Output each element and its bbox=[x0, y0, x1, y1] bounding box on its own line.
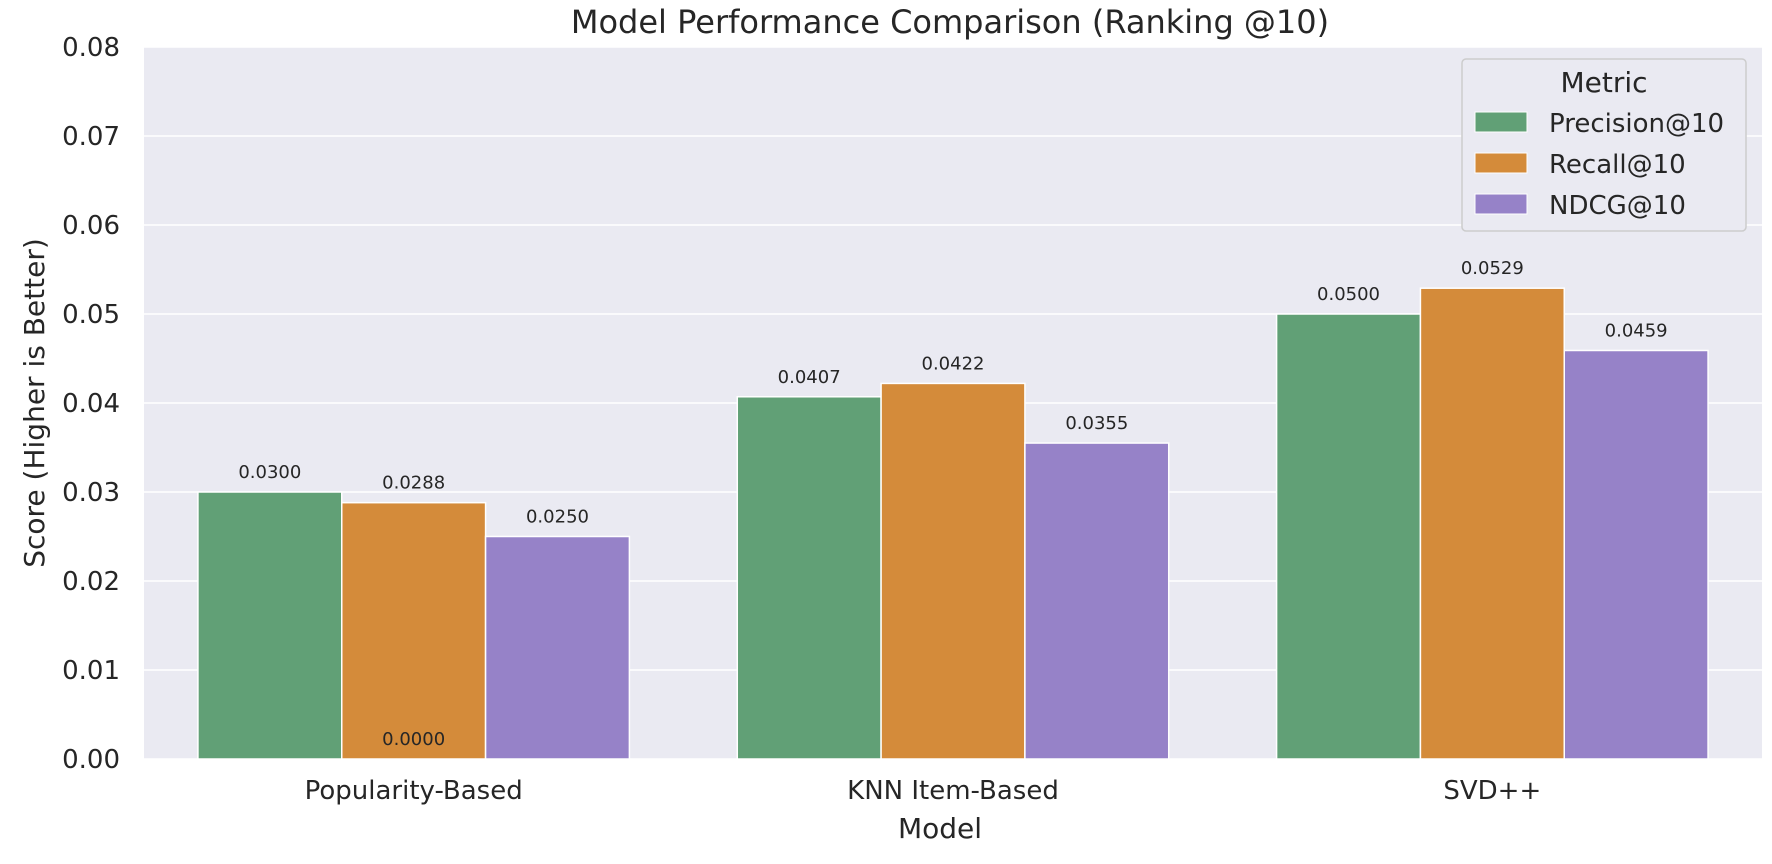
y-tick-label: 0.05 bbox=[62, 300, 120, 330]
chart-title: Model Performance Comparison (Ranking @1… bbox=[571, 3, 1329, 41]
bar-value-label: 0.0500 bbox=[1317, 284, 1380, 305]
x-axis-label: Model bbox=[898, 812, 982, 845]
bar-ndcg-10 bbox=[1563, 349, 1709, 760]
legend-label: Precision@10 bbox=[1549, 109, 1724, 139]
bar-value-label: 0.0407 bbox=[778, 367, 841, 388]
bar-ndcg-10 bbox=[484, 535, 631, 760]
y-tick-label: 0.01 bbox=[62, 656, 120, 686]
legend-swatch bbox=[1474, 193, 1528, 215]
y-axis-label: Score (Higher is Better) bbox=[18, 238, 51, 568]
bar-recall-10 bbox=[880, 382, 1026, 760]
bar-value-label: 0.0355 bbox=[1065, 413, 1128, 434]
y-tick-label: 0.08 bbox=[62, 33, 120, 63]
y-tick-label: 0.04 bbox=[62, 389, 120, 419]
legend-label: Recall@10 bbox=[1549, 150, 1686, 180]
bar-ndcg-10 bbox=[1024, 442, 1170, 760]
legend-box bbox=[1461, 58, 1747, 232]
y-tick-label: 0.07 bbox=[62, 122, 120, 152]
bar-precision-10 bbox=[1275, 313, 1422, 760]
bar-value-label: 0.0300 bbox=[238, 462, 301, 483]
y-tick-label: 0.06 bbox=[62, 211, 120, 241]
legend-swatch bbox=[1474, 152, 1528, 174]
bar-value-label: 0.0250 bbox=[526, 507, 589, 528]
x-tick-label: Popularity-Based bbox=[305, 776, 523, 806]
x-tick-label: KNN Item-Based bbox=[847, 776, 1059, 806]
zero-value-label: 0.0000 bbox=[382, 729, 445, 750]
bar-recall-10 bbox=[341, 501, 487, 760]
bar-value-label: 0.0422 bbox=[922, 353, 985, 374]
y-tick-label: 0.03 bbox=[62, 478, 120, 508]
bar-value-label: 0.0459 bbox=[1605, 320, 1668, 341]
y-tick-label: 0.02 bbox=[62, 567, 120, 597]
bar-value-label: 0.0529 bbox=[1461, 258, 1524, 279]
bar-recall-10 bbox=[1419, 287, 1565, 760]
legend-swatch bbox=[1474, 111, 1528, 133]
bar-precision-10 bbox=[197, 491, 343, 760]
bar-precision-10 bbox=[736, 396, 882, 760]
legend-label: NDCG@10 bbox=[1549, 191, 1686, 221]
legend-title: Metric bbox=[1560, 66, 1647, 99]
x-tick-label: SVD++ bbox=[1443, 776, 1541, 806]
y-tick-label: 0.00 bbox=[62, 745, 120, 775]
legend: Metric Precision@10 Recall@10 NDCG@10 bbox=[1461, 58, 1747, 232]
bar-value-label: 0.0288 bbox=[382, 473, 445, 494]
